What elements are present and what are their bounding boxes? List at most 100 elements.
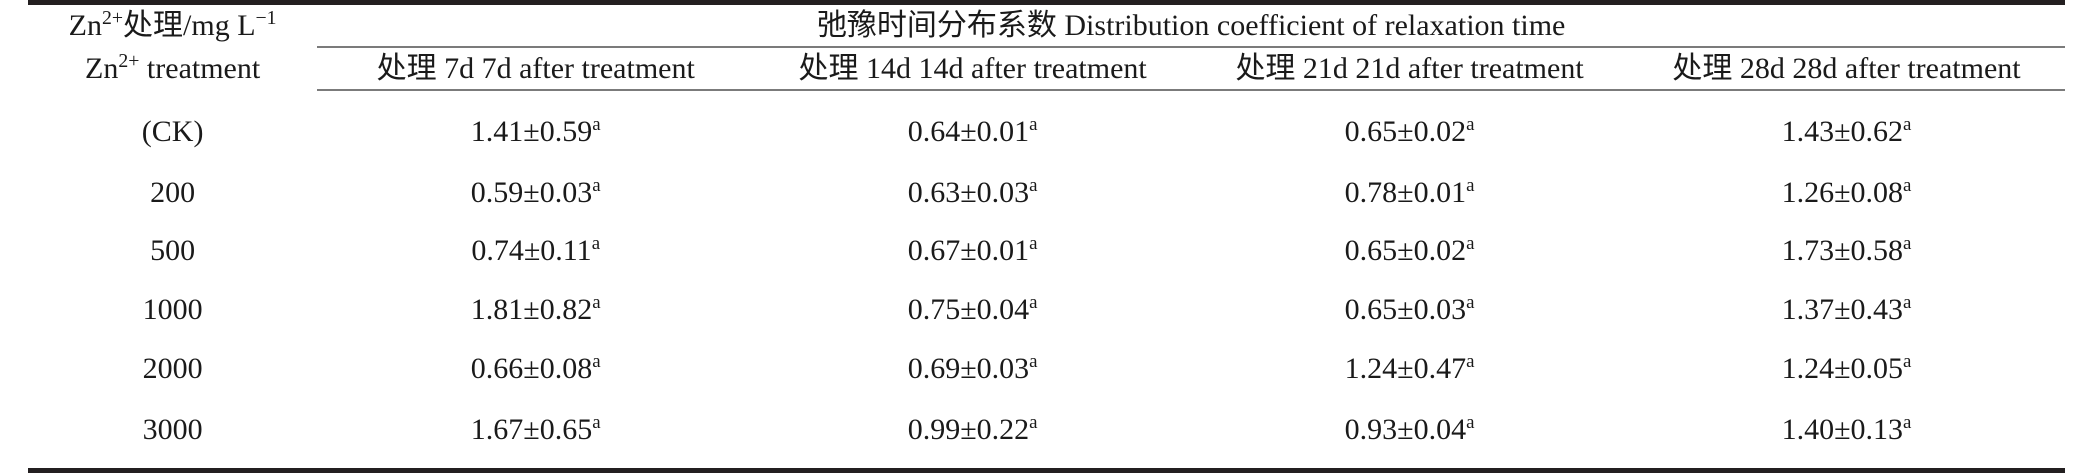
cell-value-14d: 0.67±0.01a xyxy=(754,222,1191,281)
cell-value-28d: 1.73±0.58a xyxy=(1628,222,2065,281)
stub-header-charge-sup-en: 2+ xyxy=(118,49,140,72)
stub-header-treatment-label: treatment xyxy=(139,51,261,85)
value-text: 1.37±0.43 xyxy=(1781,293,1904,327)
cell-value-14d: 0.99±0.22a xyxy=(754,398,1192,473)
cell-value-21d: 0.65±0.02a xyxy=(1191,91,1628,163)
cell-value-28d: 1.24±0.05a xyxy=(1628,339,2065,398)
cell-value-21d: 1.24±0.47a xyxy=(1191,339,1628,398)
header-row-columns: 处理 7d 7d after treatment 处理 14d 14d afte… xyxy=(28,47,2065,92)
value-text: 0.65±0.03 xyxy=(1344,293,1467,327)
table-container: Zn2+处理/mg L−1 Zn2+ treatment 弛豫时间分布系数 Di… xyxy=(28,0,2065,473)
significance-mark: a xyxy=(1466,292,1475,314)
table-row: (CK) 1.41±0.59a 0.64±0.01a 0.65±0.02a 1.… xyxy=(28,91,2065,163)
stub-header-line-english: Zn2+ treatment xyxy=(28,48,317,91)
value-text: 1.40±0.13 xyxy=(1781,412,1904,446)
value-text: 0.93±0.04 xyxy=(1344,412,1467,446)
cell-value-7d: 1.81±0.82a xyxy=(317,281,754,340)
cell-treatment: 500 xyxy=(150,234,196,268)
column-header-7d: 处理 7d 7d after treatment xyxy=(317,47,755,92)
significance-mark: a xyxy=(1903,233,1912,255)
column-header-28d: 处理 28d 28d after treatment xyxy=(1628,47,2065,92)
stub-header-unit-exponent: −1 xyxy=(255,7,277,29)
cell-treatment: 200 xyxy=(150,175,196,209)
cell-treatment: (CK) xyxy=(141,114,204,148)
table-row: 500 0.74±0.11a 0.67±0.01a 0.65±0.02a 1.7… xyxy=(28,222,2065,281)
value-text: 1.24±0.47 xyxy=(1344,352,1467,386)
group-header-relaxation-distribution: 弛豫时间分布系数 Distribution coefficient of rel… xyxy=(317,0,2065,49)
cell-value-21d: 0.78±0.01a xyxy=(1191,163,1628,222)
value-text: 0.65±0.02 xyxy=(1344,114,1467,148)
significance-mark: a xyxy=(1466,174,1475,196)
cell-treatment: 3000 xyxy=(28,398,318,473)
significance-mark: a xyxy=(591,233,601,255)
cell-value-7d: 1.41±0.59a xyxy=(317,91,754,163)
value-text: 0.63±0.03 xyxy=(907,175,1030,209)
cell-value-14d: 0.69±0.03a xyxy=(754,339,1191,398)
cell-value-21d: 0.65±0.02a xyxy=(1191,222,1628,281)
value-text: 1.26±0.08 xyxy=(1781,175,1904,209)
table-header: Zn2+处理/mg L−1 Zn2+ treatment 弛豫时间分布系数 Di… xyxy=(28,0,2065,92)
value-text: 0.67±0.01 xyxy=(907,234,1030,268)
value-text: 0.74±0.11 xyxy=(471,234,592,268)
cell-treatment: 2000 xyxy=(142,352,203,386)
cell-value-28d: 1.40±0.13a xyxy=(1628,398,2065,473)
cell-value-28d: 1.43±0.62a xyxy=(1628,91,2065,163)
significance-mark: a xyxy=(1029,174,1038,196)
significance-mark: a xyxy=(1029,233,1038,255)
significance-mark: a xyxy=(1029,411,1038,433)
significance-mark: a xyxy=(1466,411,1475,433)
significance-mark: a xyxy=(1466,113,1475,135)
value-text: 0.78±0.01 xyxy=(1344,175,1467,209)
value-text: 1.24±0.05 xyxy=(1781,352,1904,386)
value-text: 1.41±0.59 xyxy=(470,114,593,148)
cell-value-14d: 0.64±0.01a xyxy=(754,91,1191,163)
significance-mark: a xyxy=(1466,233,1475,255)
value-text: 1.67±0.65 xyxy=(470,412,593,446)
value-text: 0.66±0.08 xyxy=(470,352,593,386)
significance-mark: a xyxy=(1903,351,1912,373)
cell-value-7d: 0.59±0.03a xyxy=(317,163,754,222)
significance-mark: a xyxy=(1903,411,1912,433)
cell-value-14d: 0.63±0.03a xyxy=(754,163,1191,222)
value-text: 1.43±0.62 xyxy=(1781,114,1904,148)
stub-header-zn: Zn xyxy=(68,9,102,42)
table-row: 1000 1.81±0.82a 0.75±0.04a 0.65±0.03a 1.… xyxy=(28,281,2065,340)
significance-mark: a xyxy=(1903,292,1912,314)
stub-header-charge-sup: 2+ xyxy=(101,7,124,29)
value-text: 0.69±0.03 xyxy=(907,352,1030,386)
relaxation-time-distribution-table: Zn2+处理/mg L−1 Zn2+ treatment 弛豫时间分布系数 Di… xyxy=(28,0,2065,473)
significance-mark: a xyxy=(1029,113,1038,135)
value-text: 0.64±0.01 xyxy=(907,114,1030,148)
cell-value-7d: 1.67±0.65a xyxy=(317,398,755,473)
cell-value-7d: 0.74±0.11a xyxy=(317,222,754,281)
cell-value-14d: 0.75±0.04a xyxy=(754,281,1191,340)
stub-header-zn-en: Zn xyxy=(85,51,119,85)
significance-mark: a xyxy=(1029,351,1038,373)
value-text: 0.59±0.03 xyxy=(470,175,593,209)
value-text: 0.75±0.04 xyxy=(907,293,1030,327)
table-row: 3000 1.67±0.65a 0.99±0.22a 0.93±0.04a 1.… xyxy=(28,398,2065,473)
table-body: (CK) 1.41±0.59a 0.64±0.01a 0.65±0.02a 1.… xyxy=(28,91,2065,473)
significance-mark: a xyxy=(592,351,601,373)
significance-mark: a xyxy=(1029,292,1038,314)
stub-header-line-chinese: Zn2+处理/mg L−1 xyxy=(28,5,317,48)
cell-value-7d: 0.66±0.08a xyxy=(317,339,754,398)
significance-mark: a xyxy=(1903,174,1912,196)
column-header-14d: 处理 14d 14d after treatment xyxy=(754,47,1192,92)
value-text: 0.99±0.22 xyxy=(907,412,1030,446)
table-row: 200 0.59±0.03a 0.63±0.03a 0.78±0.01a 1.2… xyxy=(28,163,2065,222)
value-text: 1.81±0.82 xyxy=(470,293,593,327)
cell-value-21d: 0.65±0.03a xyxy=(1191,281,1628,340)
column-header-21d: 处理 21d 21d after treatment xyxy=(1191,47,1629,92)
cell-value-21d: 0.93±0.04a xyxy=(1191,398,1629,473)
stub-header-unit: 处理/mg L xyxy=(123,9,256,42)
significance-mark: a xyxy=(1466,351,1475,373)
cell-value-28d: 1.26±0.08a xyxy=(1628,163,2065,222)
header-row-group: Zn2+处理/mg L−1 Zn2+ treatment 弛豫时间分布系数 Di… xyxy=(28,0,2065,91)
significance-mark: a xyxy=(592,411,601,433)
significance-mark: a xyxy=(592,113,601,135)
table-row: 2000 0.66±0.08a 0.69±0.03a 1.24±0.47a 1.… xyxy=(28,339,2065,398)
stub-header-treatment: Zn2+处理/mg L−1 Zn2+ treatment xyxy=(28,0,318,91)
significance-mark: a xyxy=(592,292,601,314)
value-text: 1.73±0.58 xyxy=(1781,234,1904,268)
